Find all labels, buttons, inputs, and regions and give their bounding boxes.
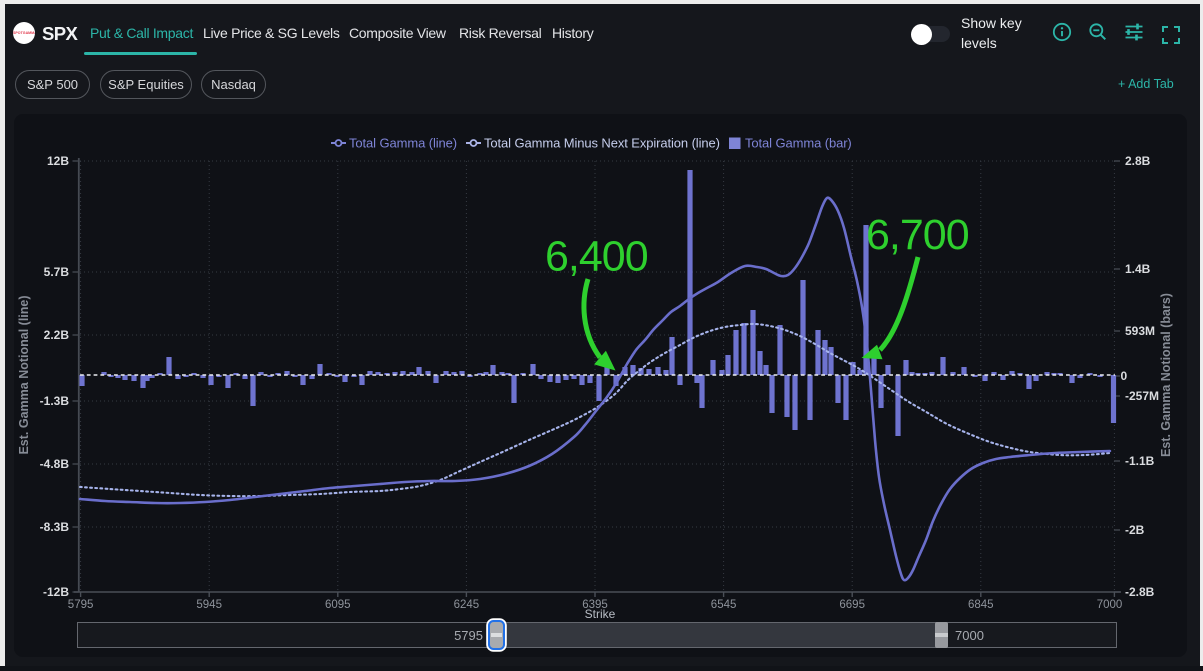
svg-text:6695: 6695	[839, 599, 865, 611]
svg-text:6545: 6545	[711, 599, 737, 611]
svg-text:593M: 593M	[1125, 324, 1155, 338]
svg-text:-257M: -257M	[1125, 389, 1159, 403]
svg-text:-2B: -2B	[1125, 523, 1145, 537]
svg-text:-1.3B: -1.3B	[40, 394, 70, 408]
svg-text:0: 0	[1121, 369, 1128, 383]
svg-text:5795: 5795	[68, 599, 94, 611]
svg-text:6845: 6845	[968, 599, 994, 611]
svg-text:Total Gamma Minus Next Expirat: Total Gamma Minus Next Expiration (line)	[484, 136, 720, 151]
svg-text:1.4B: 1.4B	[1125, 262, 1151, 276]
svg-text:7000: 7000	[1097, 599, 1123, 611]
svg-text:Est. Gamma Notional (bars): Est. Gamma Notional (bars)	[1159, 293, 1173, 457]
svg-text:-2.8B: -2.8B	[1125, 585, 1155, 599]
svg-text:2.8B: 2.8B	[1125, 154, 1151, 168]
svg-text:12B: 12B	[47, 154, 69, 168]
svg-text:6,700: 6,700	[866, 211, 969, 259]
svg-text:6395: 6395	[582, 599, 608, 611]
svg-text:5945: 5945	[196, 599, 222, 611]
svg-text:Total Gamma (bar): Total Gamma (bar)	[745, 136, 852, 151]
svg-text:Est. Gamma Notional (line): Est. Gamma Notional (line)	[17, 295, 31, 454]
svg-text:6095: 6095	[325, 599, 351, 611]
svg-text:-8.3B: -8.3B	[40, 520, 70, 534]
svg-text:Total Gamma (line): Total Gamma (line)	[349, 136, 457, 151]
svg-text:2.2B: 2.2B	[44, 328, 70, 342]
svg-text:-1.1B: -1.1B	[1125, 454, 1155, 468]
svg-text:Strike: Strike	[585, 607, 616, 621]
svg-text:5.7B: 5.7B	[44, 265, 70, 279]
svg-text:-4.8B: -4.8B	[40, 457, 70, 471]
svg-text:6245: 6245	[454, 599, 480, 611]
svg-text:6,400: 6,400	[545, 233, 648, 281]
svg-text:-12B: -12B	[43, 585, 69, 599]
